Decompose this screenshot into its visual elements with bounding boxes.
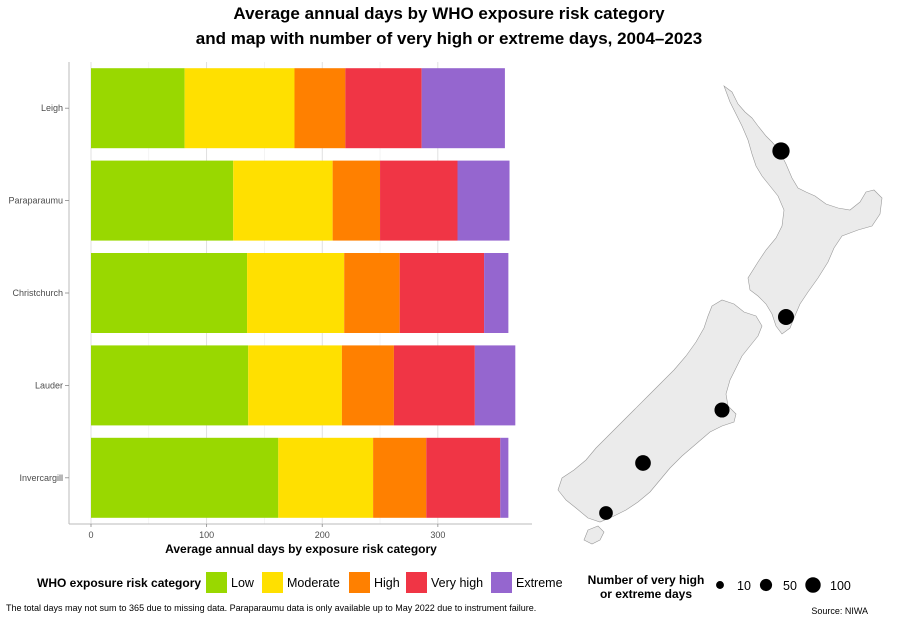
legend-label-high: High [374, 576, 400, 590]
legend-swatch-high [349, 572, 370, 593]
bar-segment-invercargill-extreme [500, 437, 509, 518]
bar-segment-leigh-very-high [345, 68, 422, 149]
legend-swatch-extreme [491, 572, 512, 593]
size-legend-label: 50 [783, 579, 797, 593]
bar-segment-lauder-low [91, 345, 249, 426]
bar-segment-leigh-high [294, 68, 346, 149]
bar-segment-paraparaumu-high [332, 160, 381, 241]
map-bubble-invercargill [599, 506, 613, 520]
bar-segment-lauder-very-high [393, 345, 475, 426]
stacked-bars [91, 68, 516, 518]
bar-segment-lauder-high [341, 345, 394, 426]
bar-segment-invercargill-high [373, 437, 427, 518]
size-legend-dot [716, 581, 724, 589]
bar-segment-christchurch-very-high [399, 253, 485, 333]
x-tick-labels: 0 100 200 300 [88, 524, 445, 540]
bubble-legend-title-line-2: or extreme days [600, 587, 692, 601]
x-tick-label: 200 [315, 530, 330, 540]
bar-segment-lauder-extreme [474, 345, 516, 426]
bar-segment-invercargill-low [91, 437, 279, 518]
bar-segment-paraparaumu-moderate [233, 160, 333, 241]
y-tick-label: Lauder [35, 380, 63, 390]
legend-swatch-low [206, 572, 227, 593]
bubble-legend-title-line-1: Number of very high [588, 573, 705, 587]
legend-label-extreme: Extreme [516, 576, 563, 590]
legend-label-very-high: Very high [431, 576, 483, 590]
bar-segment-leigh-moderate [184, 68, 295, 149]
bar-segment-christchurch-extreme [484, 253, 509, 333]
south-island-map [557, 299, 763, 523]
y-tick-labels: Leigh Paraparaumu Christchurch Lauder Inverc… [8, 103, 69, 483]
bar-segment-paraparaumu-low [91, 160, 234, 241]
stewart-island-map [583, 525, 605, 545]
bar-segment-invercargill-very-high [426, 437, 501, 518]
y-tick-label: Christchurch [12, 288, 63, 298]
bar-segment-leigh-extreme [421, 68, 505, 149]
north-island-map [723, 85, 883, 335]
legend-swatch-very-high [406, 572, 427, 593]
y-tick-label: Leigh [41, 103, 63, 113]
bar-segment-christchurch-low [91, 253, 248, 333]
chart-title-line-1: Average annual days by WHO exposure risk… [233, 4, 665, 23]
bubble-size-legend: Number of very high or extreme days 10 50… [588, 573, 851, 601]
bar-segment-lauder-moderate [248, 345, 342, 426]
source-note: Source: NIWA [811, 606, 868, 616]
bar-segment-leigh-low [91, 68, 185, 149]
map-bubble-leigh [772, 142, 790, 160]
size-legend-label: 10 [737, 579, 751, 593]
legend-label-low: Low [231, 576, 255, 590]
map-panel [557, 85, 883, 545]
x-tick-label: 100 [199, 530, 214, 540]
risk-legend-title: WHO exposure risk category [37, 576, 201, 590]
bar-segment-invercargill-moderate [278, 437, 374, 518]
x-tick-label: 0 [88, 530, 93, 540]
x-axis-label: Average annual days by exposure risk cat… [165, 542, 437, 556]
bar-segment-paraparaumu-extreme [457, 160, 510, 241]
bar-segment-paraparaumu-very-high [380, 160, 458, 241]
legend-swatch-moderate [262, 572, 283, 593]
y-tick-label: Paraparaumu [8, 196, 63, 206]
map-bubble-lauder [635, 455, 651, 471]
bar-segment-christchurch-moderate [247, 253, 345, 333]
footnote: The total days may not sum to 365 due to… [6, 603, 536, 613]
y-tick-label: Invercargill [19, 473, 63, 483]
size-legend-label: 100 [830, 579, 851, 593]
size-legend-dot [805, 577, 821, 593]
chart-title-line-2: and map with number of very high or extr… [196, 29, 702, 48]
map-bubble-christchurch [714, 402, 730, 418]
map-bubbles [599, 142, 795, 520]
legend-label-moderate: Moderate [287, 576, 340, 590]
bar-chart-panel: Leigh Paraparaumu Christchurch Lauder Inverc… [8, 62, 532, 556]
size-legend-dot [759, 578, 773, 592]
risk-category-legend: WHO exposure risk category Low Moderate Hi… [37, 572, 563, 593]
x-tick-label: 300 [430, 530, 445, 540]
map-bubble-paraparaumu [777, 308, 795, 326]
bar-segment-christchurch-high [344, 253, 400, 333]
